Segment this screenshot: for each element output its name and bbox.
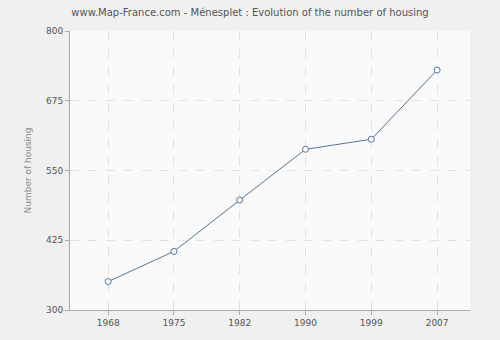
svg-text:www.Map-France.com - Ménesplet: www.Map-France.com - Ménesplet : Evoluti… bbox=[71, 7, 428, 18]
svg-text:1990: 1990 bbox=[294, 318, 317, 328]
svg-text:1975: 1975 bbox=[162, 318, 185, 328]
svg-text:1999: 1999 bbox=[360, 318, 383, 328]
svg-text:1982: 1982 bbox=[228, 318, 251, 328]
svg-text:Number of housing: Number of housing bbox=[23, 127, 33, 213]
svg-text:550: 550 bbox=[46, 166, 63, 176]
svg-text:1968: 1968 bbox=[97, 318, 120, 328]
svg-text:675: 675 bbox=[46, 96, 63, 106]
svg-text:800: 800 bbox=[46, 26, 63, 36]
svg-text:425: 425 bbox=[46, 235, 63, 245]
svg-text:300: 300 bbox=[46, 305, 63, 315]
svg-text:2007: 2007 bbox=[426, 318, 449, 328]
